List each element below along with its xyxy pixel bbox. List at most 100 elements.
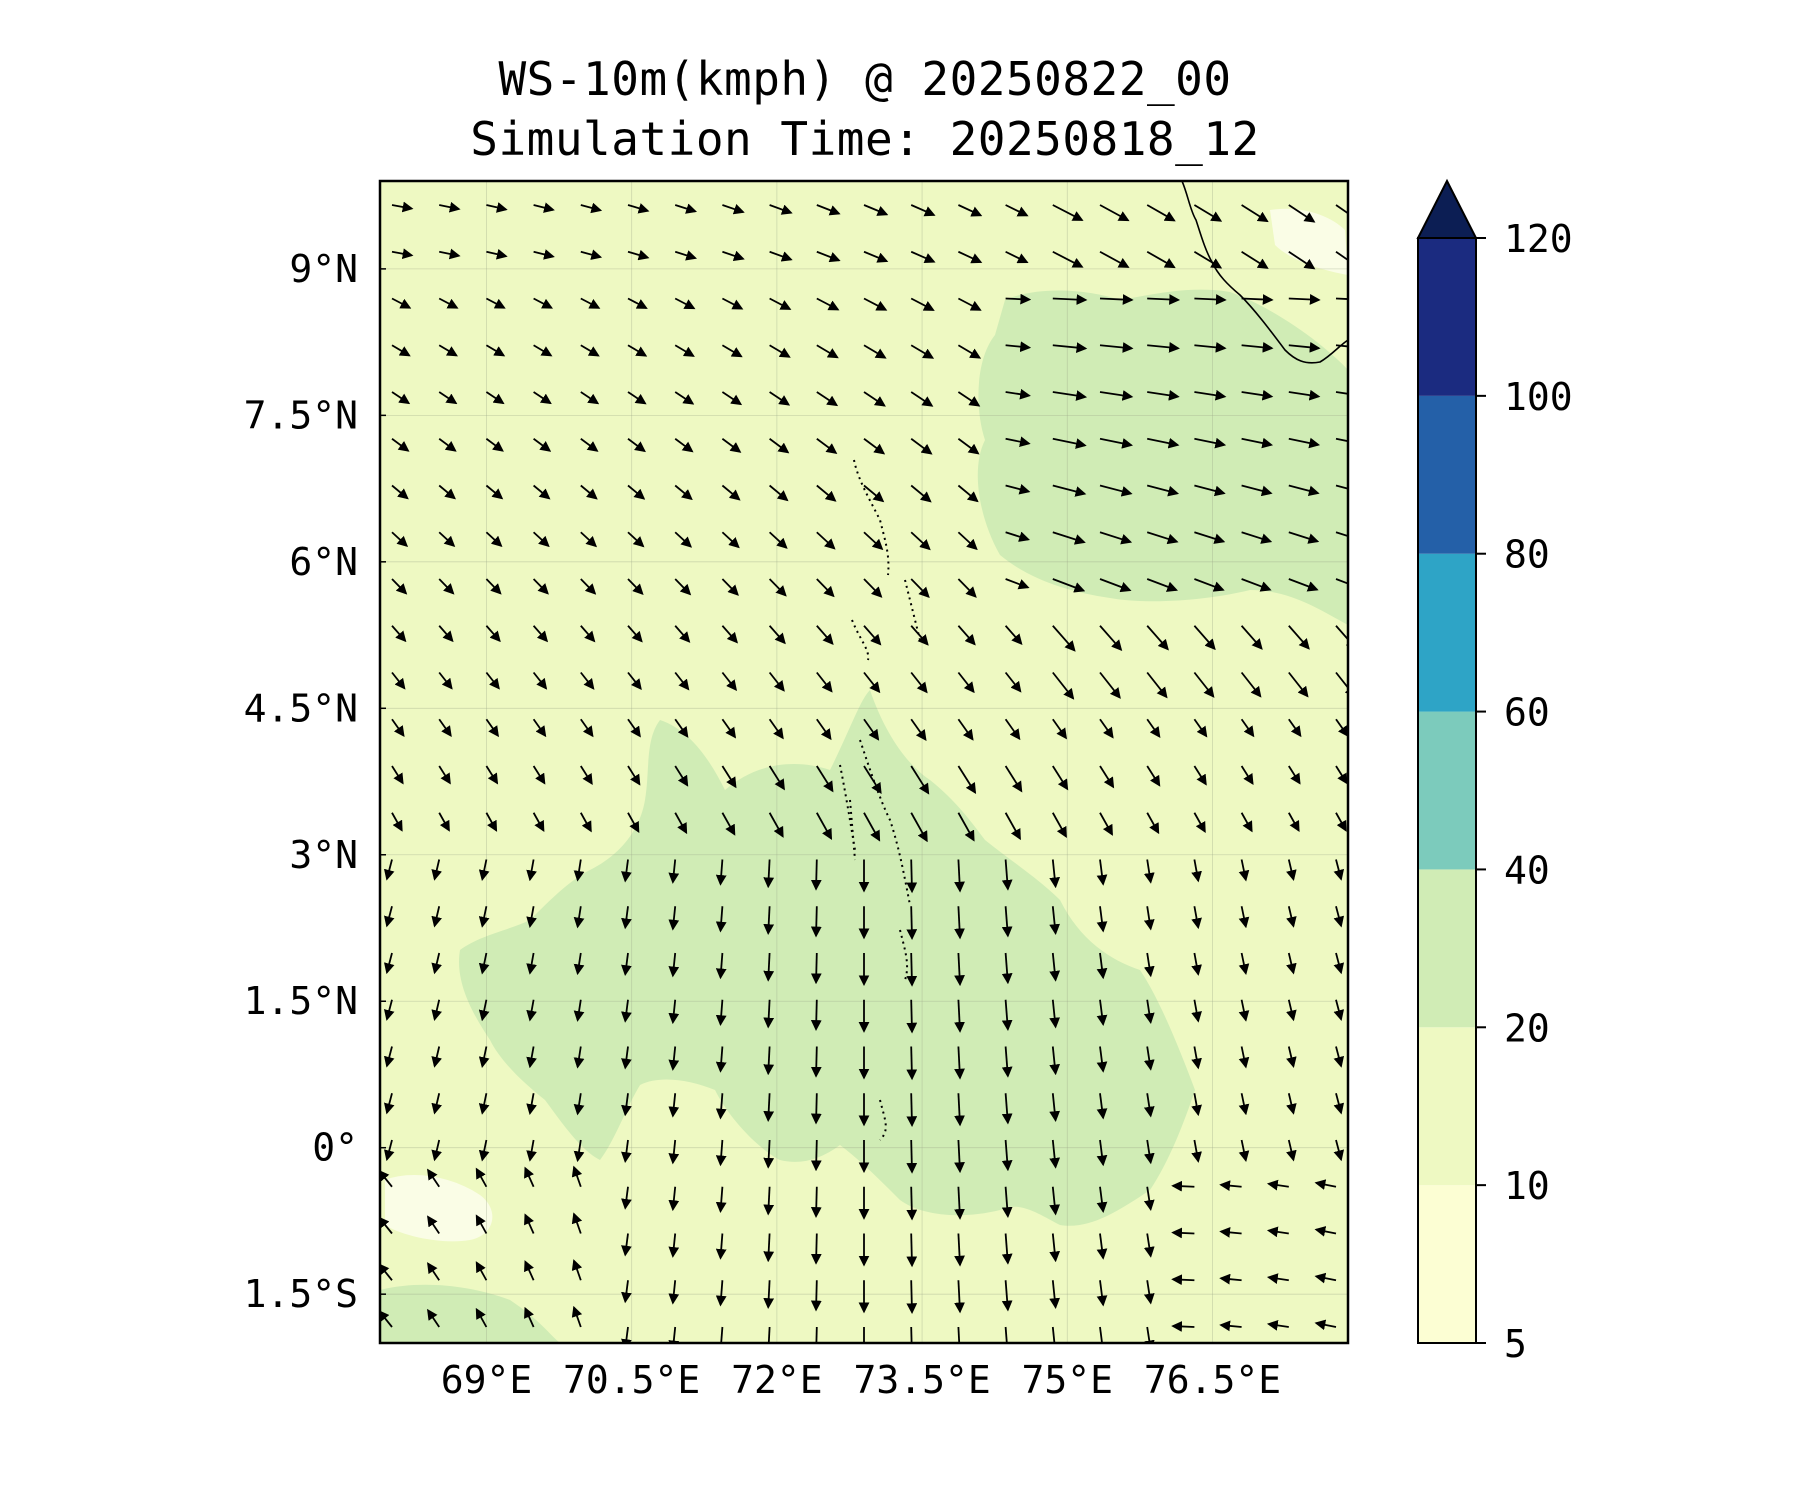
- wind-vector-arrow: [391, 625, 407, 643]
- wind-vector-arrow: [715, 1093, 727, 1120]
- wind-vector-arrow: [427, 1215, 440, 1235]
- wind-vector-arrow: [1286, 859, 1297, 881]
- wind-vector-arrow: [391, 344, 411, 357]
- wind-vector-arrow: [1099, 671, 1121, 699]
- wind-vector-arrow: [533, 249, 555, 260]
- wind-vector-arrow: [1191, 1046, 1202, 1070]
- wind-vector-arrow: [954, 1046, 965, 1080]
- wind-vector-arrow: [1286, 1046, 1297, 1068]
- wind-vector-arrow: [1099, 625, 1123, 652]
- wind-vector-arrow: [580, 718, 594, 738]
- wind-vector-arrow: [524, 1213, 535, 1234]
- wind-vector-arrow: [1146, 812, 1160, 835]
- wind-vector-arrow: [621, 1093, 632, 1117]
- wind-vector-arrow: [1335, 718, 1348, 738]
- wind-vector-arrow: [486, 202, 508, 213]
- wind-vector-arrow: [573, 1046, 585, 1069]
- wind-vector-arrow: [722, 204, 745, 215]
- wind-vector-arrow: [763, 1186, 775, 1216]
- wind-vector-arrow: [810, 999, 822, 1031]
- wind-vector-arrow: [391, 578, 408, 595]
- wind-vector-arrow: [863, 765, 882, 794]
- wind-vector-arrow: [721, 484, 741, 501]
- wind-vector-arrow: [438, 812, 450, 832]
- wind-vector-arrow: [910, 625, 929, 646]
- wind-vector-arrow: [954, 906, 965, 940]
- wind-vector-arrow: [391, 438, 410, 452]
- wind-vector-arrow: [1005, 531, 1030, 542]
- wind-vector-arrow: [816, 812, 833, 840]
- colorbar-tick-label: 100: [1504, 375, 1573, 419]
- wind-vector-arrow: [1052, 531, 1086, 545]
- wind-vector-arrow: [906, 1233, 918, 1268]
- wind-vector-arrow: [1335, 765, 1348, 785]
- wind-vector-arrow: [668, 1280, 680, 1305]
- wind-vector-arrow: [1001, 1280, 1013, 1312]
- wind-vector-arrow: [1241, 531, 1273, 544]
- wind-vector-arrow: [910, 484, 932, 503]
- wind-vector-arrow: [674, 438, 694, 453]
- wind-vector-arrow: [431, 1046, 442, 1068]
- coastline: [1181, 181, 1348, 364]
- wind-vector-arrow: [1335, 297, 1348, 300]
- wind-vector-arrow: [721, 531, 740, 549]
- wind-vector-arrow: [810, 1280, 822, 1312]
- wind-vector-arrow: [1143, 859, 1155, 884]
- wind-vector-arrow: [910, 671, 928, 694]
- lon-tick-label: 75°E: [1022, 1358, 1114, 1402]
- wind-vector-arrow: [1333, 952, 1345, 975]
- wind-vector-arrow: [1194, 294, 1227, 305]
- wind-vector-arrow: [863, 625, 882, 646]
- wind-vector-arrow: [1096, 999, 1108, 1027]
- wind-vector-arrow: [380, 1263, 393, 1281]
- wind-vector-arrow: [580, 531, 598, 548]
- wind-vector-arrow: [1241, 484, 1273, 497]
- wind-vector-arrow: [621, 1326, 632, 1343]
- wind-vector-arrow: [1049, 1186, 1061, 1216]
- wind-vector-arrow: [1266, 1273, 1289, 1284]
- wind-vector-arrow: [721, 578, 739, 596]
- wind-vector-arrow: [1146, 484, 1180, 497]
- wind-vector-arrow: [1333, 1093, 1345, 1115]
- wind-vector-arrow: [1288, 341, 1321, 353]
- wind-vector-arrow: [1335, 204, 1348, 215]
- wind-vector-arrow: [1099, 484, 1133, 497]
- wind-vector-arrow: [1143, 1186, 1155, 1212]
- wind-vector-arrow: [721, 344, 743, 358]
- wind-vector-arrow: [957, 438, 980, 455]
- wind-vector-arrow: [1004, 765, 1023, 793]
- wind-vector-arrow: [906, 952, 918, 987]
- wind-vector-arrow: [621, 1186, 632, 1210]
- wind-vector-arrow: [621, 1233, 632, 1257]
- wind-vector-arrow: [1001, 1046, 1013, 1078]
- wind-vector-arrow: [1171, 1180, 1195, 1192]
- wind-vector-arrow: [906, 1046, 918, 1081]
- wind-speed-fill-5-10-southwest: [385, 1175, 493, 1242]
- wind-vector-arrow: [768, 718, 784, 740]
- wind-vector-arrow: [715, 859, 727, 886]
- lat-tick-label: 0°: [312, 1126, 358, 1170]
- wind-vector-arrow: [1147, 294, 1181, 305]
- wind-vector-arrow: [1001, 1093, 1013, 1125]
- wind-vector-arrow: [380, 1216, 393, 1235]
- wind-vector-arrow: [863, 578, 883, 598]
- wind-vector-arrow: [768, 671, 785, 692]
- wind-vector-arrow: [391, 718, 405, 738]
- wind-vector-arrow: [957, 671, 975, 694]
- wind-vector-arrow: [1049, 1233, 1061, 1263]
- wind-vector-arrow: [573, 859, 585, 882]
- wind-vector-arrow: [1099, 390, 1134, 401]
- wind-vector-arrow: [1004, 1326, 1008, 1343]
- wind-vector-arrow: [1146, 578, 1178, 592]
- wind-vector-arrow: [1288, 389, 1321, 401]
- wind-vector-arrow: [391, 531, 409, 548]
- wind-vector-arrow: [1314, 1272, 1337, 1284]
- wind-vector-arrow: [1335, 251, 1348, 262]
- wind-vector-arrow: [910, 812, 928, 843]
- wind-vector-arrow: [621, 1280, 632, 1304]
- wind-vector-arrow: [1052, 765, 1069, 791]
- wind-vector-arrow: [1001, 1139, 1013, 1172]
- wind-vector-arrow: [863, 344, 887, 359]
- wind-vector-arrow: [1005, 436, 1031, 448]
- lat-tick-label: 7.5°N: [244, 393, 358, 437]
